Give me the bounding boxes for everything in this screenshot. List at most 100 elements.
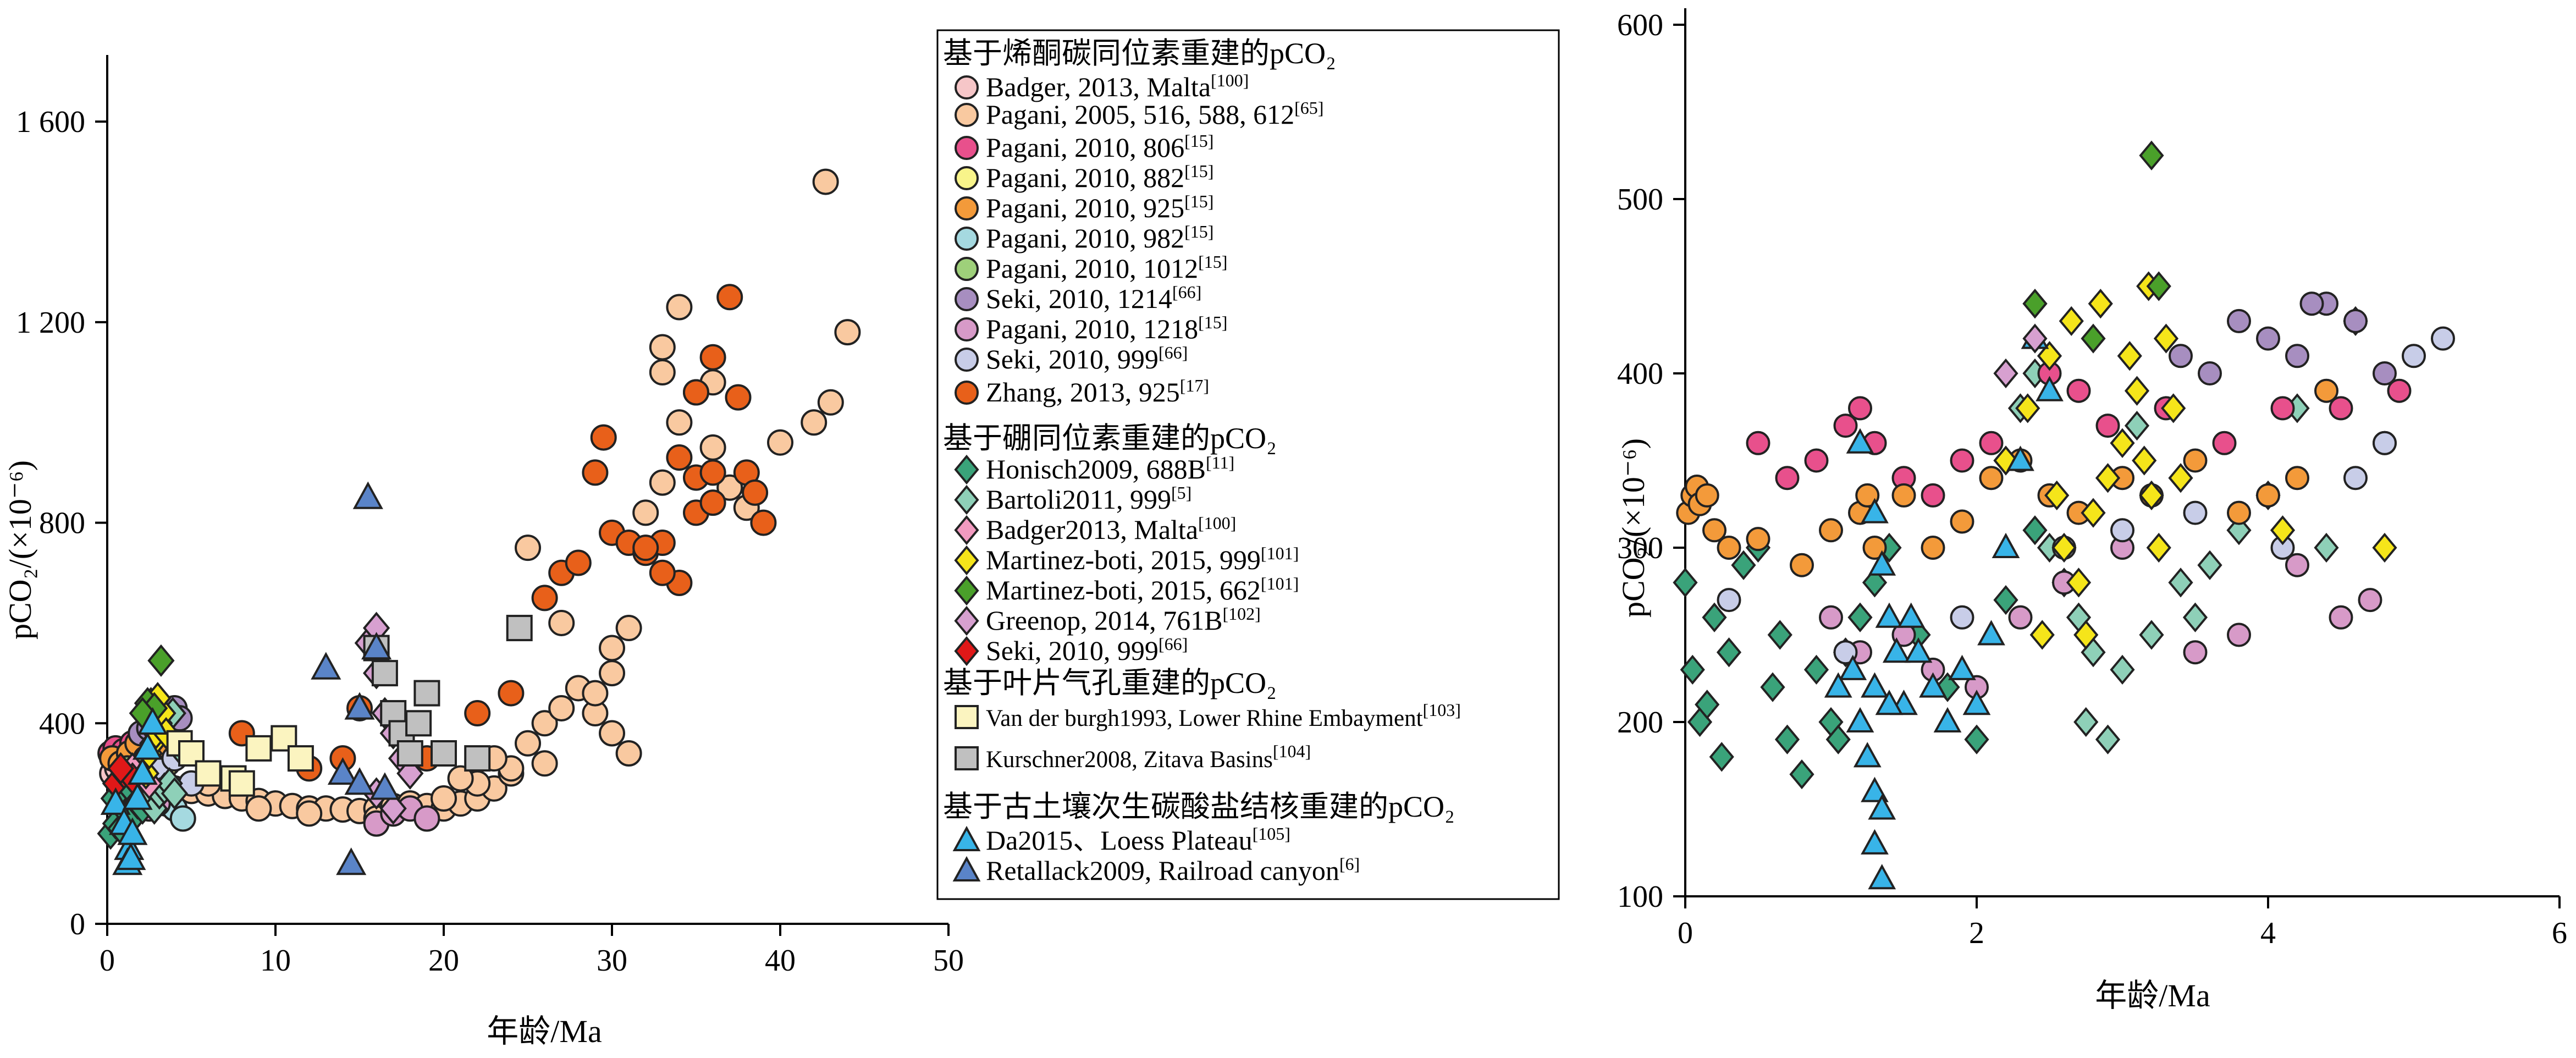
data-point-pagani925 (2227, 500, 2251, 525)
legend-marker-retallack2009 (952, 856, 981, 881)
legend-label-bartoli999: Bartoli2011, 999[5] (986, 483, 1192, 515)
data-point-da2015 (1962, 690, 1991, 715)
y-tick-label: 1 200 (16, 306, 85, 340)
data-point-da2015 (2006, 445, 2034, 471)
data-point-seki1214 (2169, 344, 2193, 368)
data-point-seki999 (2402, 344, 2426, 368)
data-point-da2015 (1868, 550, 1896, 576)
legend-ref-retallack2009: [6] (1339, 854, 1360, 874)
data-point-pagani925 (1979, 466, 2004, 491)
legend-ref-martinez999: [101] (1261, 543, 1299, 563)
data-point-zhang2013 (590, 424, 617, 451)
y-tick-label: 200 (1617, 706, 1663, 740)
x-tick-label: 4 (2260, 916, 2276, 950)
data-point-seki1214 (2285, 344, 2309, 368)
data-point-martinez999 (2146, 532, 2171, 563)
data-point-pagani806 (1746, 431, 1770, 455)
data-point-da2015 (1861, 829, 1889, 855)
data-point-da2015 (1846, 428, 1874, 454)
data-point-honisch688b (1673, 567, 1698, 598)
legend-ref-badger2013malta: [100] (1198, 513, 1236, 533)
data-point-retallack2009 (361, 632, 392, 660)
legend-marker-badger2013malta (954, 515, 979, 545)
legend-label-da2015: Da2015、Loess Plateau[105] (986, 824, 1290, 856)
data-point-retallack2009 (369, 772, 400, 800)
data-point-pagani806 (1804, 448, 1829, 473)
data-point-vanderburgh1993 (287, 745, 314, 772)
data-point-seki999 (2183, 500, 2208, 525)
data-point-da2015 (1933, 707, 1962, 732)
data-point-zhang2013 (699, 459, 726, 486)
data-point-pagani925 (1862, 536, 1887, 560)
data-point-zhang2013 (683, 379, 709, 406)
legend-marker-pagani982 (955, 227, 979, 251)
data-point-zhang2013 (716, 284, 743, 311)
y-tick-label: 300 (1617, 531, 1663, 565)
data-point-da2015 (1977, 620, 2005, 646)
data-point-seki1214 (2227, 308, 2251, 333)
data-point-honisch688b (1695, 690, 1720, 720)
data-point-zhang2013 (464, 700, 491, 727)
data-point-greenop761b (1993, 358, 2018, 389)
data-point-pagani925 (2314, 378, 2338, 403)
legend-label-pagani2005: Pagani, 2005, 516, 588, 612[65] (986, 98, 1323, 130)
data-point-pagani925 (1891, 483, 1916, 508)
data-point-retallack2009 (344, 767, 375, 795)
data-point-pagani806 (1775, 466, 1800, 491)
legend-ref-kurschner2008: [104] (1273, 741, 1311, 761)
data-point-pagani1218 (2183, 640, 2208, 665)
data-point-pagani1218 (413, 805, 440, 832)
data-point-kurschner2008 (396, 740, 423, 767)
data-point-honisch688b (1803, 654, 1829, 685)
legend-label-zhang2013: Zhang, 2013, 925[17] (986, 376, 1209, 407)
legend-ref-pagani882: [15] (1184, 161, 1213, 181)
data-point-da2015 (1875, 690, 1904, 715)
data-point-seki999 (2373, 431, 2397, 455)
legend-ref-pagani2005: [65] (1294, 98, 1323, 118)
data-point-da2015 (1868, 864, 1896, 890)
data-point-seki999 (2431, 326, 2455, 351)
data-point-retallack2009 (336, 847, 367, 875)
left-data-points (97, 168, 861, 875)
data-point-pagani2005 (515, 730, 541, 757)
data-point-bartoli999 (2139, 620, 2164, 650)
y-tick-label: 0 (70, 907, 85, 941)
x-tick-label: 20 (428, 944, 459, 978)
data-point-seki999 (2110, 518, 2134, 543)
data-point-da2015 (1861, 776, 1889, 802)
data-point-honisch688b (1760, 672, 1785, 702)
y-tick-label: 400 (1617, 357, 1663, 391)
legend-ref-honisch688b: [11] (1206, 453, 1234, 472)
data-point-da2015 (1853, 742, 1882, 768)
right-x-axis-title: 年龄/Ma (2095, 978, 2210, 1013)
legend-marker-pagani1012 (955, 257, 979, 281)
data-point-seki999 (1717, 588, 1741, 613)
data-point-kurschner2008 (506, 615, 533, 642)
data-point-pagani1218 (2285, 553, 2309, 577)
data-point-da2015 (1861, 498, 1889, 524)
left-tick-labels: 0 10 20 30 40 50 0 400 800 1 200 1 600 (16, 105, 964, 978)
data-point-da2015 (1861, 672, 1889, 698)
data-point-seki1214 (2373, 361, 2397, 385)
data-point-martinez999 (2059, 306, 2084, 337)
legend-label-seki1214: Seki, 2010, 1214[66] (986, 282, 1201, 314)
data-point-pagani982 (169, 805, 196, 832)
y-tick-label: 1 600 (16, 105, 85, 139)
data-point-honisch688b (1680, 654, 1705, 685)
data-point-martinez999 (2044, 480, 2070, 511)
y-tick-label: 800 (39, 506, 85, 541)
data-point-kurschner2008 (431, 740, 457, 767)
data-point-da2015 (137, 707, 168, 735)
data-point-pagani2005 (548, 695, 575, 721)
data-point-da2015 (1948, 654, 1976, 680)
data-point-pagani2005 (582, 680, 609, 707)
legend-ref-badger2013: [100] (1211, 70, 1249, 90)
legend-label-pagani925: Pagani, 2010, 925[15] (986, 191, 1213, 223)
data-point-pagani925 (1790, 553, 1814, 577)
data-point-pagani806 (1921, 483, 1945, 508)
data-point-seki999 (1950, 605, 1974, 630)
data-point-honisch688b (1993, 585, 2018, 615)
legend-ref-da2015: [105] (1253, 824, 1290, 844)
data-point-pagani2005 (615, 615, 642, 642)
data-point-pagani806 (1979, 431, 2004, 455)
